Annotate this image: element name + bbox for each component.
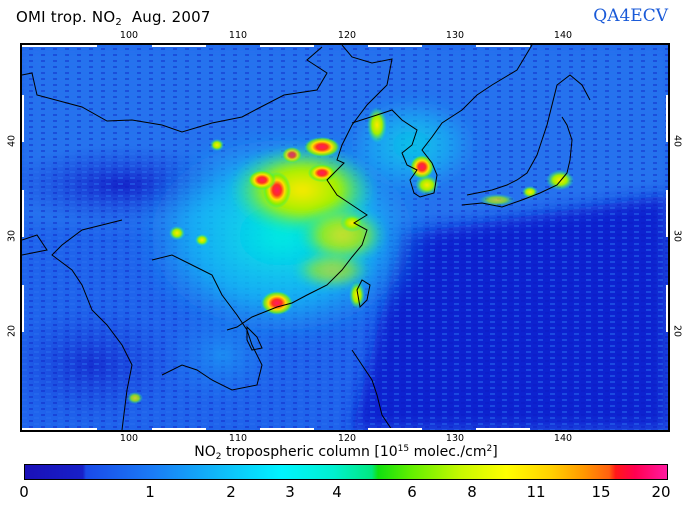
lat-tick-left: 30 bbox=[6, 229, 18, 243]
frame-segment bbox=[476, 428, 530, 430]
frame-segment bbox=[666, 285, 668, 332]
lon-tick-top: 140 bbox=[553, 30, 573, 41]
label-text: molec./cm bbox=[409, 444, 487, 460]
label-text: NO bbox=[194, 444, 216, 460]
title-text: OMI trop. NO bbox=[16, 8, 116, 26]
frame-segment bbox=[22, 95, 24, 142]
colorbar-tick: 1 bbox=[145, 483, 155, 501]
colorbar-tick: 0 bbox=[19, 483, 29, 501]
label-text: tropospheric column [10 bbox=[221, 444, 398, 460]
colorbar-tick: 3 bbox=[285, 483, 295, 501]
frame-segment bbox=[152, 45, 206, 47]
lat-tick-left: 20 bbox=[6, 324, 18, 338]
frame-segment bbox=[152, 428, 206, 430]
no2-map[interactable] bbox=[20, 43, 670, 432]
lon-tick-bottom: 100 bbox=[119, 433, 139, 444]
colorbar-tick: 15 bbox=[591, 483, 611, 501]
colorbar-tick: 4 bbox=[332, 483, 342, 501]
frame-segment bbox=[260, 45, 314, 47]
label-subscript: 2 bbox=[215, 452, 222, 462]
frame-segment bbox=[368, 45, 422, 47]
colorbar bbox=[24, 464, 668, 480]
lat-tick-right: 30 bbox=[671, 229, 683, 243]
title-subscript: 2 bbox=[115, 17, 122, 28]
frame-segment bbox=[476, 45, 530, 47]
map-title: OMI trop. NO2 Aug. 2007 bbox=[16, 8, 211, 28]
brand-logo: QA4ECV bbox=[593, 6, 668, 26]
colorbar-tick: 11 bbox=[526, 483, 546, 501]
lat-tick-right: 40 bbox=[671, 134, 683, 148]
lon-tick-top: 130 bbox=[445, 30, 465, 41]
frame-segment bbox=[666, 190, 668, 237]
title-date: Aug. 2007 bbox=[121, 8, 211, 26]
label-superscript: 2 bbox=[486, 444, 493, 454]
label-superscript: 15 bbox=[397, 444, 410, 454]
frame-segment bbox=[368, 428, 422, 430]
colorbar-tick: 6 bbox=[407, 483, 417, 501]
lon-tick-top: 120 bbox=[337, 30, 357, 41]
frame-segment bbox=[666, 95, 668, 142]
colorbar-tick: 2 bbox=[226, 483, 236, 501]
frame-segment bbox=[22, 428, 97, 430]
frame-segment bbox=[22, 190, 24, 237]
colorbar-tick: 8 bbox=[467, 483, 477, 501]
lon-tick-bottom: 130 bbox=[445, 433, 465, 444]
lon-tick-top: 110 bbox=[228, 30, 248, 41]
frame-segment bbox=[260, 428, 314, 430]
lon-tick-bottom: 120 bbox=[337, 433, 357, 444]
label-text: ] bbox=[492, 444, 498, 460]
lon-tick-bottom: 140 bbox=[553, 433, 573, 444]
lat-tick-right: 20 bbox=[671, 324, 683, 338]
lon-tick-bottom: 110 bbox=[228, 433, 248, 444]
lon-tick-top: 100 bbox=[119, 30, 139, 41]
colorbar-label: NO2 tropospheric column [1015 molec./cm2… bbox=[0, 444, 692, 462]
frame-segment bbox=[22, 45, 97, 47]
lat-tick-left: 40 bbox=[6, 134, 18, 148]
frame-segment bbox=[22, 285, 24, 332]
map-canvas bbox=[22, 45, 668, 430]
colorbar-tick: 20 bbox=[651, 483, 671, 501]
